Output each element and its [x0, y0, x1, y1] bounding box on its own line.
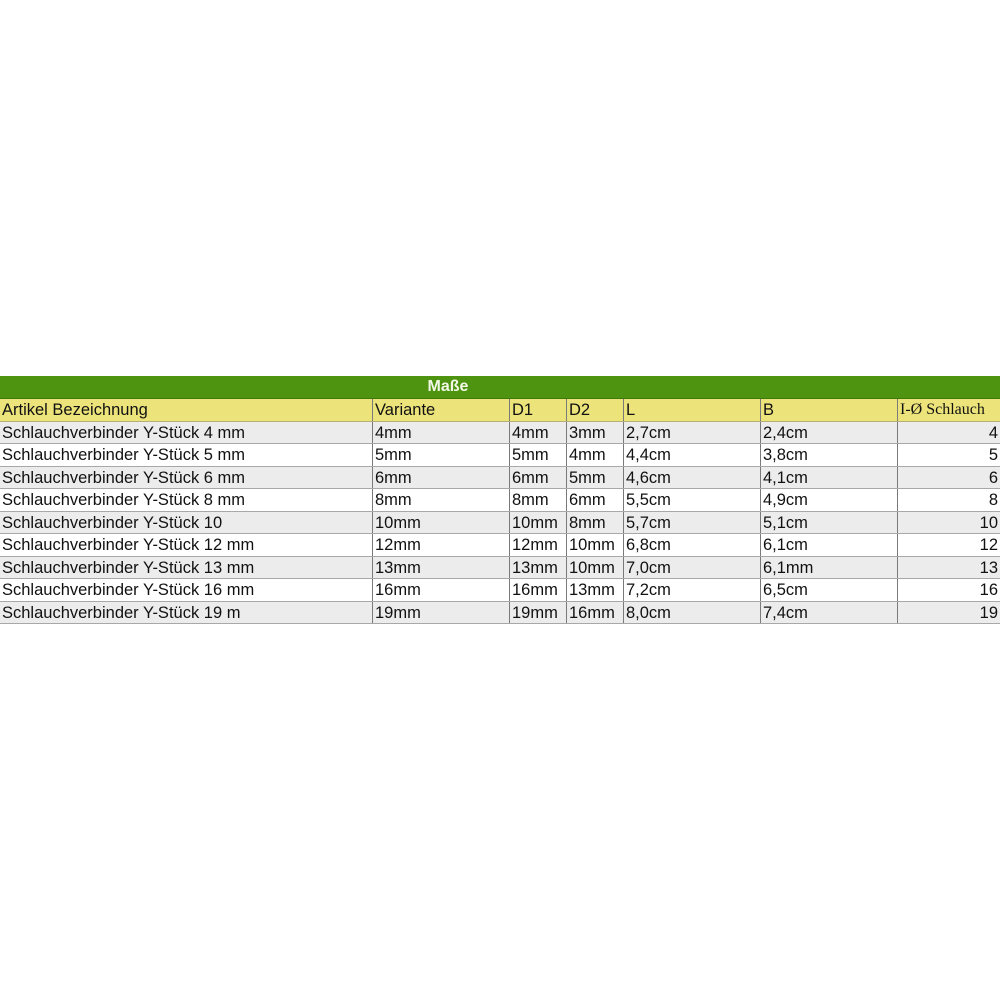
table-cell: 13mm: [510, 556, 567, 578]
table-cell: 19mm: [373, 601, 510, 623]
table-cell: 5: [988, 446, 998, 464]
table-cell: 3mm: [567, 421, 624, 443]
table-cell: 12mm: [373, 534, 510, 556]
table-cell: 4,9cm: [761, 489, 898, 511]
table-cell: 16mm: [510, 579, 567, 601]
table-body: Schlauchverbinder Y-Stück 4 mm 4mm 4mm 3mm 2…: [0, 421, 1000, 624]
table-cell: 19mm: [510, 601, 567, 623]
table-cell: 6mm: [373, 466, 510, 488]
table-cell: 10: [979, 513, 998, 532]
table-row: Schlauchverbinder Y-Stück 10 10mm 10mm 8mm 5…: [0, 511, 1000, 534]
table-cell: Schlauchverbinder Y-Stück 6 mm: [0, 466, 373, 488]
table-cell: 10mm: [510, 511, 567, 533]
table-cell: 5mm: [567, 466, 624, 488]
table-cell: Schlauchverbinder Y-Stück 19 m: [0, 601, 373, 623]
table-row: Schlauchverbinder Y-Stück 6 mm 6mm 6mm 5mm 4…: [0, 466, 1000, 489]
table-cell: 5,5cm: [624, 489, 761, 511]
table-cell: 4mm: [373, 421, 510, 443]
table-cell: Schlauchverbinder Y-Stück 4 mm: [0, 421, 373, 443]
table-cell: 7,4cm: [761, 601, 898, 623]
table-cell: 6mm: [567, 489, 624, 511]
table-cell: 6mm: [510, 466, 567, 488]
column-header-row: Artikel Bezeichnung Variante D1 D2 L B I-Ø Sch…: [0, 399, 1000, 422]
table-cell: 16: [979, 581, 998, 599]
column-header: Artikel Bezeichnung: [0, 399, 373, 421]
table-row: Schlauchverbinder Y-Stück 12 mm 12mm 12mm 1…: [0, 534, 1000, 557]
column-header: B: [761, 399, 898, 421]
table-cell: 6,1cm: [761, 534, 898, 556]
table-cell: 19: [979, 603, 998, 622]
table-cell: 8mm: [510, 489, 567, 511]
table-cell: Schlauchverbinder Y-Stück 13 mm: [0, 556, 373, 578]
table-cell: 4,6cm: [624, 466, 761, 488]
table-cell: 4: [988, 423, 998, 442]
table-cell: 7,0cm: [624, 556, 761, 578]
table-cell: Schlauchverbinder Y-Stück 12 mm: [0, 534, 373, 556]
column-header: L: [624, 399, 761, 421]
table-cell: 7,2cm: [624, 579, 761, 601]
table-cell: 6,5cm: [761, 579, 898, 601]
table-cell: Schlauchverbinder Y-Stück 8 mm: [0, 489, 373, 511]
table-cell: 6,8cm: [624, 534, 761, 556]
table-cell: 4,1cm: [761, 466, 898, 488]
table-cell: 6: [988, 468, 998, 487]
table-row: Schlauchverbinder Y-Stück 8 mm 8mm 8mm 6mm 5…: [0, 489, 1000, 512]
table-row: Schlauchverbinder Y-Stück 13 mm 13mm 13mm 1…: [0, 556, 1000, 579]
table-cell: 10mm: [567, 556, 624, 578]
table-row: Schlauchverbinder Y-Stück 16 mm 16mm 16mm 1…: [0, 579, 1000, 602]
table-cell: 8mm: [373, 489, 510, 511]
table-cell: 12mm: [510, 534, 567, 556]
table-cell: 12: [979, 536, 998, 554]
table-cell: 10mm: [373, 511, 510, 533]
table-cell: 8,0cm: [624, 601, 761, 623]
table-cell: 13: [979, 558, 998, 577]
column-header: D2: [567, 399, 624, 421]
table-row: Schlauchverbinder Y-Stück 19 m 19mm 19mm 16…: [0, 601, 1000, 624]
table-cell: 16mm: [567, 601, 624, 623]
group-header-row: Maße: [0, 376, 1000, 399]
table-row: Schlauchverbinder Y-Stück 4 mm 4mm 4mm 3mm 2…: [0, 421, 1000, 444]
group-header-title: Maße: [427, 378, 469, 395]
table-cell: Schlauchverbinder Y-Stück 10: [0, 511, 373, 533]
table-cell: 5mm: [510, 444, 567, 466]
table-cell: 6,1mm: [761, 556, 898, 578]
table-cell: 8: [988, 491, 998, 509]
table-cell: Schlauchverbinder Y-Stück 5 mm: [0, 444, 373, 466]
column-header: I-Ø Schlauch: [900, 401, 985, 418]
column-header: D1: [510, 399, 567, 421]
table-cell: 13mm: [373, 556, 510, 578]
table-cell: 4mm: [567, 444, 624, 466]
table-cell: 3,8cm: [761, 444, 898, 466]
table-cell: 8mm: [567, 511, 624, 533]
table-cell: 5,7cm: [624, 511, 761, 533]
column-header: Variante: [373, 399, 510, 421]
table-cell: 4mm: [510, 421, 567, 443]
table-cell: Schlauchverbinder Y-Stück 16 mm: [0, 579, 373, 601]
table-cell: 16mm: [373, 579, 510, 601]
table-cell: 10mm: [567, 534, 624, 556]
table-cell: 2,7cm: [624, 421, 761, 443]
table-cell: 13mm: [567, 579, 624, 601]
dimensions-table: Maße Artikel Bezeichnung Variante D1 D2 L B I-…: [0, 376, 1000, 624]
table-cell: 5mm: [373, 444, 510, 466]
table-row: Schlauchverbinder Y-Stück 5 mm 5mm 5mm 4mm 4…: [0, 444, 1000, 467]
table-cell: 5,1cm: [761, 511, 898, 533]
table-cell: 2,4cm: [761, 421, 898, 443]
table-cell: 4,4cm: [624, 444, 761, 466]
